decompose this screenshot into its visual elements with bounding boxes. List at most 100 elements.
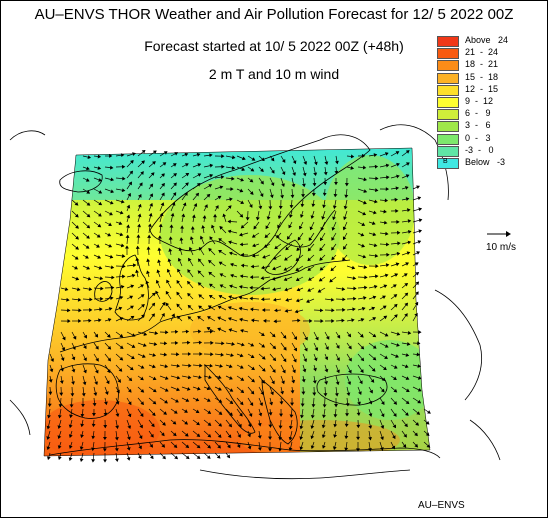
wind-vector-head [166,268,171,273]
wind-vector-head [249,204,253,208]
wind-vector-head [306,299,310,303]
wind-vector-head [97,255,102,259]
wind-vector-head [75,235,79,240]
wind-vector-head [209,153,213,158]
wind-vector-head [264,234,269,238]
wind-vector-head [97,223,102,228]
wind-vector-head [290,390,295,394]
wind-vector-head [230,353,234,358]
wind-vector-head [139,182,143,187]
wind-vector-head [206,327,211,331]
wind-vector-head [335,381,340,386]
wind-vector-head [217,434,222,438]
wind-vector-head [143,332,148,336]
wind-vector-head [209,363,213,368]
wind-vector-head [321,434,326,439]
wind-vector-head [249,285,253,290]
wind-vector-head [146,258,151,263]
wind-vector-head [176,363,181,368]
wind-vector-head [416,185,420,189]
wind-vector-head [141,160,145,165]
wind-vector-head [372,333,377,338]
wind-vector-head [251,378,255,383]
wind-vector-head [229,400,234,405]
wind-vector-head [64,287,69,292]
wind-vector-head [352,276,357,281]
wind-vector-head [321,424,326,429]
legend-label: 12 - 15 [465,83,499,94]
wind-vector-head [394,273,399,277]
wind-vector-head [272,266,276,271]
wind-vector-head [404,292,409,297]
wind-vector-head [206,455,211,459]
wind-vector-head [110,265,115,270]
wind-vector-head [313,367,317,372]
wind-vector-head [372,232,377,237]
wind-vector-head [172,420,177,425]
wind-vector-head [161,182,165,187]
wind-vector-head [78,308,82,313]
legend-swatch: B [437,158,459,169]
wind-vector-head [129,366,134,371]
wind-vector-head [371,368,376,372]
wind-vector-head [48,391,53,396]
wind-vector-head [165,330,169,335]
wind-vector-head [405,174,410,178]
wind-vector-head [333,193,338,198]
legend-swatch [437,36,459,47]
wind-vector-head [300,403,305,407]
wind-vector-head [404,302,409,307]
wind-vector-head [137,203,142,208]
wind-vector-head [261,308,266,313]
wind-vector-head [295,277,300,281]
wind-vector-head [229,197,233,202]
wind-vector-head [186,386,191,391]
wind-vector-head [260,157,265,162]
wind-vector-head [174,340,179,345]
wind-vector-head [208,184,213,188]
wind-vector-head [121,254,126,258]
wind-vector-head [249,191,254,195]
wind-vector-head [357,401,361,406]
wind-vector-head [125,234,130,238]
wind-vector-head [351,318,355,323]
wind-vector-head [392,435,396,440]
wind-vector-head [251,157,256,161]
wind-vector-head [270,182,275,187]
wind-vector-head [152,150,157,154]
wind-vector-head [374,284,378,289]
legend-item: 18 - 21 [437,59,547,72]
wind-vector-head [247,433,251,438]
wind-vector-head [79,446,84,451]
wind-vector-head [289,414,294,418]
wind-vector-head [384,152,389,156]
wind-vector-head [221,164,225,169]
wind-vector-head [208,295,213,299]
wind-vector-head [241,167,246,171]
wind-vector-head [343,216,347,221]
wind-vector-head [407,330,412,335]
wind-vector-head [157,259,161,264]
wind-vector-head [128,377,133,382]
wind-vector-head [135,269,139,274]
wind-vector-head [392,284,397,288]
wind-vector-head [208,248,212,252]
wind-vector-head [245,217,250,221]
wind-vector-head [418,229,423,234]
wind-vector-head [360,345,365,350]
wind-vector-head [396,332,401,336]
legend-swatch [437,109,459,121]
wind-vector-head [86,190,91,194]
wind-vector-head [363,189,368,193]
wind-vector-head [152,376,157,381]
forecast-start-subtitle: Forecast started at 10/ 5 2022 00Z (+48h… [144,38,404,54]
wind-vector-head [395,208,399,213]
wind-vector-head [57,445,62,449]
wind-scale-label: 10 m/s [486,242,517,253]
wind-vector-head [136,234,141,238]
wind-vector-head [191,214,196,219]
wind-vector-head [322,404,327,408]
wind-vector-head [290,402,295,406]
wind-vector-head [372,295,377,300]
wind-vector-head [406,251,411,256]
